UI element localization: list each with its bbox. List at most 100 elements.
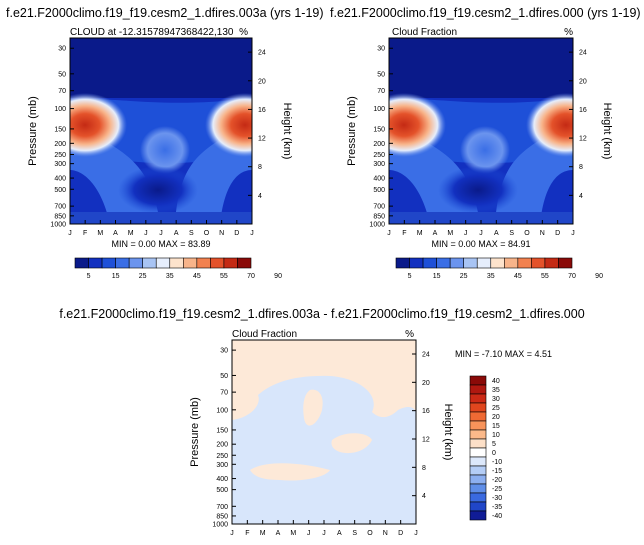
x-tick-label: J [250,230,254,237]
colorbar-label: 35 [492,387,500,394]
y-tick-label: 1000 [50,222,66,229]
x-tick-label: D [398,530,403,537]
colorbar-box [128,257,143,269]
panel-3-ylabel-right: Height (km) [442,404,454,461]
y-tick-label: 50 [220,373,228,380]
colorbar-box [463,257,478,269]
colorbar-label: -25 [492,486,502,493]
y-tick-label: 400 [216,476,228,483]
panel-3-title: f.e21.F2000climo.f19_f19.cesm2_1.dfires.… [59,307,584,321]
colorbar-label: 70 [568,273,576,280]
panel-2-title: f.e21.F2000climo.f19_f19.cesm2_1.dfires.… [330,6,641,20]
x-tick-label: A [113,230,118,237]
colorbar-box [517,257,532,269]
x-tick-label: J [230,530,234,537]
colorbar-box [436,257,451,269]
colorbar-box [74,257,89,269]
panel-3-subtitle: Cloud Fraction [232,329,297,340]
colorbar-box [155,257,171,269]
x-tick-label: J [144,230,148,237]
colorbar-box [142,257,157,269]
colorbar-box [169,257,184,269]
x-tick-label: M [417,230,423,237]
x-tick-label: M [97,230,103,237]
y-tick-label: 50 [377,71,385,78]
panel-3-units: % [405,329,414,340]
y-right-tick-label: 24 [422,351,430,358]
colorbar-box [88,257,103,269]
y-tick-label: 200 [373,141,385,148]
y-tick-label: 300 [54,161,66,168]
panel-3-contour-field [232,340,416,524]
y-right-tick-label: 12 [258,136,266,143]
y-tick-label: 250 [373,152,385,159]
colorbar-box [544,257,559,269]
y-tick-label: 400 [373,176,385,183]
y-tick-label: 850 [54,213,66,220]
colorbar-label: 40 [492,378,500,385]
colorbar-label: 10 [492,432,500,439]
colorbar-box [101,257,116,269]
colorbar-box [223,257,238,269]
colorbar-label: 25 [460,273,468,280]
x-tick-label: A [433,230,438,237]
colorbar-box [469,492,487,503]
y-tick-label: 30 [377,46,385,53]
colorbar-box [469,402,487,413]
x-tick-label: O [524,230,530,237]
colorbar-label: -30 [492,495,502,502]
panel-1: f.e21.F2000climo.f19_f19.cesm2_1.dfires.… [6,6,324,280]
x-tick-label: M [260,530,266,537]
panel-2-units: % [564,27,573,38]
colorbar-label: -20 [492,477,502,484]
panel-3-minmax: MIN = -7.10 MAX = 4.51 [455,349,552,359]
colorbar-label: 90 [595,273,603,280]
x-tick-label: D [234,230,239,237]
colorbar-box [469,474,487,485]
y-tick-label: 200 [54,141,66,148]
panel-2-ylabel-right: Height (km) [601,103,613,160]
y-tick-label: 100 [216,407,228,414]
panel-2-subtitle: Cloud Fraction [392,27,457,38]
panel-2-colorbar: 5 15 25 35 45 55 70 90 [395,257,603,280]
colorbar-box [490,257,505,269]
y-tick-label: 100 [54,106,66,113]
x-tick-label: N [219,230,224,237]
y-tick-label: 50 [58,71,66,78]
y-tick-label: 70 [58,88,66,95]
y-tick-label: 500 [54,187,66,194]
colorbar-label: 35 [487,273,495,280]
colorbar-label: 45 [193,273,201,280]
panel-3-ylabel: Pressure (mb) [189,397,201,467]
y-right-tick-label: 8 [579,164,583,171]
colorbar-label: -15 [492,468,502,475]
panel-2: f.e21.F2000climo.f19_f19.cesm2_1.dfires.… [330,6,641,280]
y-tick-label: 700 [216,504,228,511]
colorbar-box [469,483,487,494]
colorbar-box [237,257,252,269]
x-tick-label: F [245,530,249,537]
y-tick-label: 250 [216,453,228,460]
y-right-tick-label: 4 [422,493,426,500]
colorbar-box [469,420,487,431]
colorbar-box [531,257,546,269]
colorbar-label: 70 [247,273,255,280]
x-tick-label: N [540,230,545,237]
colorbar-label: 0 [492,450,496,457]
panel-1-units: % [239,27,248,38]
x-tick-label: O [367,530,373,537]
colorbar-label: 55 [220,273,228,280]
y-right-tick-label: 12 [579,136,587,143]
x-tick-label: J [464,230,468,237]
colorbar-label: 25 [492,405,500,412]
y-tick-label: 70 [220,390,228,397]
y-tick-label: 700 [373,204,385,211]
y-tick-label: 100 [373,106,385,113]
colorbar-label: 25 [139,273,147,280]
colorbar-label: 90 [274,273,282,280]
x-tick-label: S [189,230,194,237]
x-tick-label: A [494,230,499,237]
x-tick-label: J [68,230,72,237]
x-tick-label: M [290,530,296,537]
y-right-tick-label: 20 [422,380,430,387]
